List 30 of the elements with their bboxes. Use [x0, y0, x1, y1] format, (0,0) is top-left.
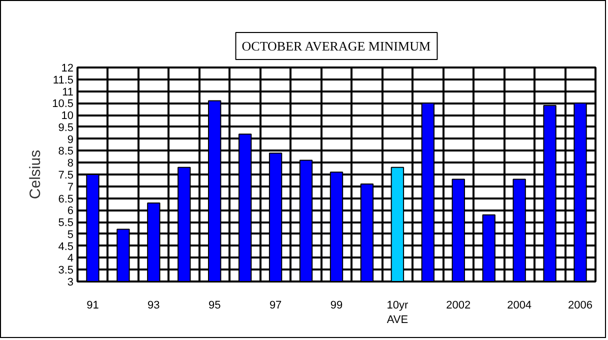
y-tick-label: 9.5 [58, 122, 74, 134]
x-tick-label: 97 [269, 300, 282, 312]
y-tick-label: 7 [67, 181, 74, 194]
y-tick-label: 4 [67, 252, 74, 265]
y-tick-label: 8 [67, 158, 74, 170]
y-tick-label: 10 [61, 110, 74, 122]
x-tick-label: 10yr AVE [386, 300, 408, 326]
x-tick-label: 95 [208, 300, 221, 312]
y-tick-label: 12 [61, 62, 74, 74]
y-tick-label: 9 [67, 134, 74, 146]
y-tick-label: 8.5 [58, 146, 74, 158]
y-tick-label: 4.5 [58, 240, 74, 253]
x-tick-label: 93 [148, 300, 160, 312]
y-tick-label: 11.5 [52, 74, 74, 86]
y-tick-label: 5 [67, 228, 74, 241]
y-tick-label: 3 [67, 276, 74, 288]
y-tick-label: 11 [62, 86, 74, 98]
y-tick-label: 7.5 [58, 170, 74, 182]
chart-title: OCTOBER AVERAGE MINIMUM [242, 38, 431, 54]
x-tick-label: 91 [86, 300, 99, 312]
y-tick-label: 5.5 [58, 217, 74, 230]
y-tick-label: 3.5 [58, 264, 74, 277]
y-tick-label: 10.5 [52, 98, 74, 110]
x-tick-label: 2004 [507, 300, 532, 312]
x-tick-label: 2002 [446, 300, 471, 312]
x-tick-label: 99 [330, 300, 343, 312]
y-axis-title: Celsius [27, 150, 44, 200]
y-tick-label: 6 [67, 205, 74, 218]
y-tick-label: 6.5 [58, 193, 74, 206]
x-tick-label: 2006 [568, 300, 593, 312]
